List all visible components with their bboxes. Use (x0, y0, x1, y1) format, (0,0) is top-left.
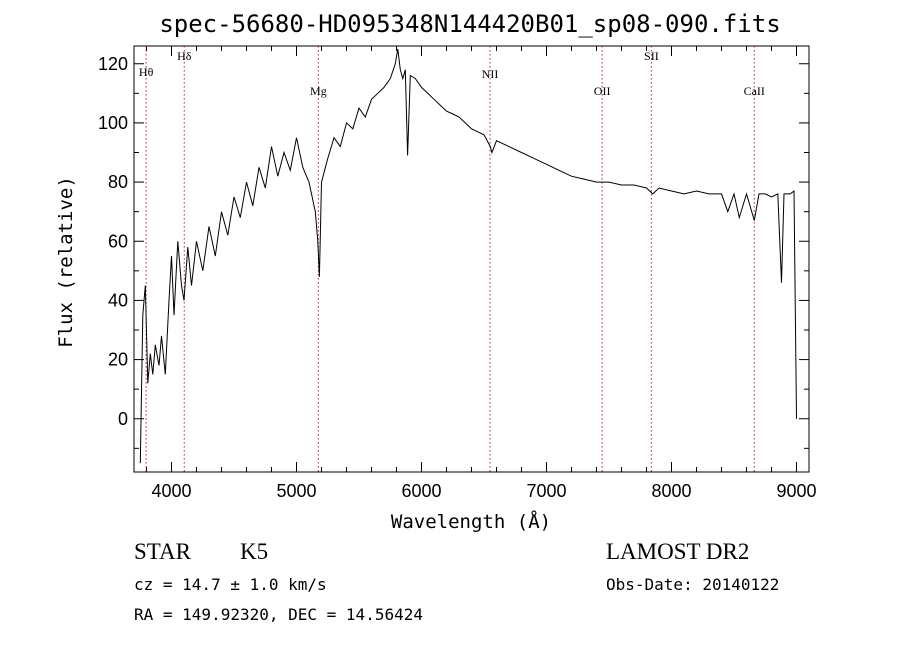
y-tick-label: 20 (108, 350, 128, 370)
object-class: STAR (134, 539, 192, 564)
y-axis-label: Flux (relative) (55, 176, 77, 348)
spectral-line-label: CaII (744, 84, 765, 98)
x-tick-labels: 4000 5000 6000 7000 8000 9000 (151, 481, 816, 501)
y-tick-labels: 0 20 40 60 80 100 120 (98, 54, 128, 429)
y-tick-label: 100 (98, 113, 128, 133)
spectral-line-markers: Hθ Hδ Mg NII OII SII CaII (139, 46, 765, 472)
x-tick-label: 8000 (651, 481, 691, 501)
redshift-cz: cz = 14.7 ± 1.0 km/s (134, 575, 327, 594)
y-tick-label: 0 (118, 409, 128, 429)
chart-title: spec-56680-HD095348N144420B01_sp08-090.f… (159, 10, 780, 38)
spectral-line-label: Hθ (139, 65, 154, 79)
y-tick-label: 40 (108, 290, 128, 310)
spectral-line-label: Hδ (177, 49, 192, 63)
spectral-type: K5 (240, 539, 268, 564)
observation-date: Obs-Date: 20140122 (606, 575, 779, 594)
ra-dec-coordinates: RA = 149.92320, DEC = 14.56424 (134, 605, 423, 624)
x-tick-label: 7000 (526, 481, 566, 501)
spectral-line-label: NII (482, 67, 499, 81)
x-tick-label: 9000 (776, 481, 816, 501)
survey-label: LAMOST DR2 (606, 539, 749, 564)
x-tick-label: 5000 (276, 481, 316, 501)
spectral-line-label: Mg (310, 84, 327, 98)
y-tick-label: 80 (108, 172, 128, 192)
x-tick-label: 4000 (151, 481, 191, 501)
x-axis-label: Wavelength (Å) (391, 510, 551, 533)
x-tick-label: 6000 (401, 481, 441, 501)
spectrum-line (139, 48, 797, 464)
spectral-line-label: OII (594, 84, 611, 98)
y-tick-label: 120 (98, 54, 128, 74)
y-tick-label: 60 (108, 231, 128, 251)
axis-ticks (134, 46, 809, 472)
plot-frame (133, 45, 810, 473)
spectral-line-label: SII (644, 49, 659, 63)
